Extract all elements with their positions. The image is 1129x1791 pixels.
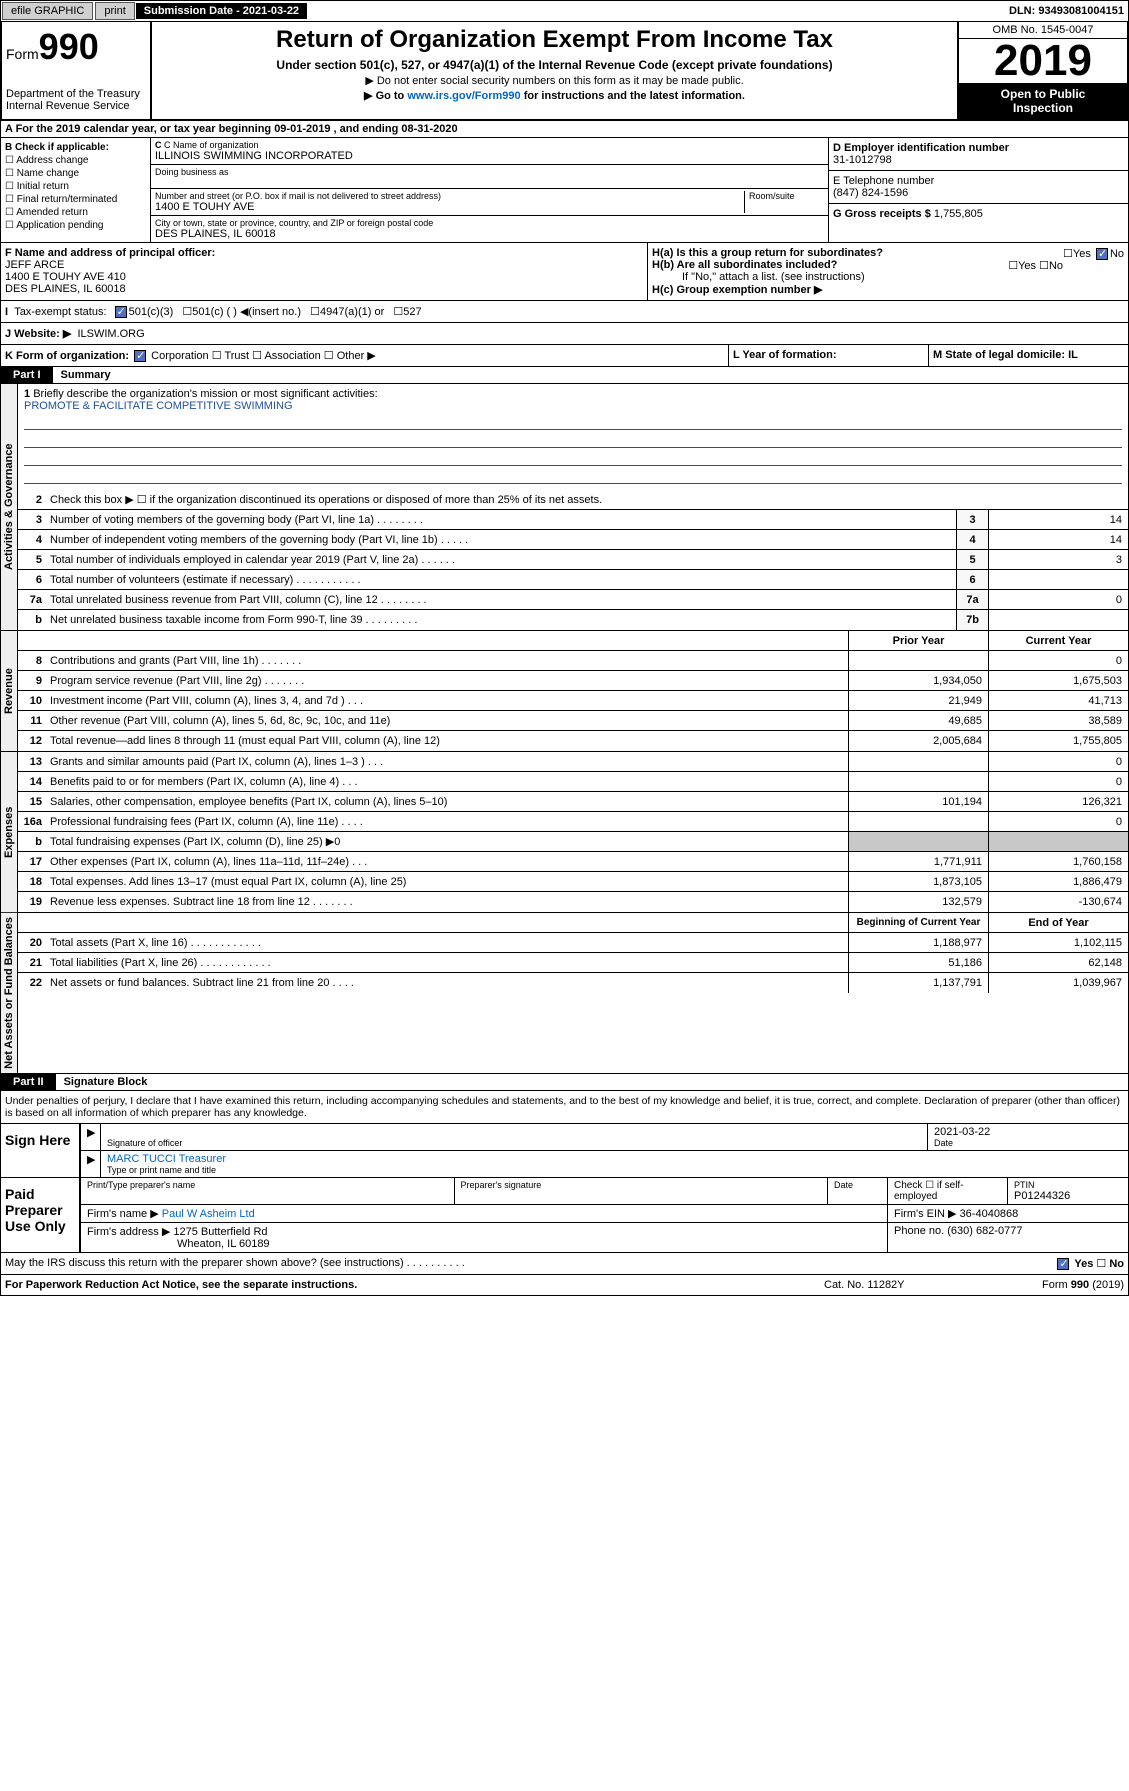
tax-exempt-row: I Tax-exempt status: 501(c)(3) ☐ 501(c) … [0, 301, 1129, 323]
table-row: 14Benefits paid to or for members (Part … [18, 772, 1128, 792]
table-row: 16aProfessional fundraising fees (Part I… [18, 812, 1128, 832]
form-header: Form990 Department of the Treasury Inter… [0, 22, 1129, 121]
table-row: 3Number of voting members of the governi… [18, 510, 1128, 530]
netassets-table: Net Assets or Fund Balances Beginning of… [0, 913, 1129, 1074]
table-row: 6Total number of volunteers (estimate if… [18, 570, 1128, 590]
print-button[interactable]: print [95, 2, 134, 20]
gross-receipts: 1,755,805 [934, 208, 983, 220]
tax-year: 2019 [959, 39, 1127, 83]
table-row: 7aTotal unrelated business revenue from … [18, 590, 1128, 610]
netassets-tab: Net Assets or Fund Balances [1, 913, 18, 1073]
ssn-warning: ▶ Do not enter social security numbers o… [156, 74, 953, 87]
inspection-badge: Open to PublicInspection [959, 83, 1127, 119]
table-row: 18Total expenses. Add lines 13–17 (must … [18, 872, 1128, 892]
501c3-check-icon [115, 306, 127, 318]
org-form-row: K Form of organization: Corporation ☐ Tr… [0, 345, 1129, 367]
penalty-text: Under penalties of perjury, I declare th… [1, 1091, 1128, 1123]
governance-tab: Activities & Governance [1, 384, 18, 630]
part1-header: Part I Summary [0, 367, 1129, 384]
table-row: 21Total liabilities (Part X, line 26) . … [18, 953, 1128, 973]
table-row: 17Other expenses (Part IX, column (A), l… [18, 852, 1128, 872]
efile-button[interactable]: efile GRAPHIC [2, 2, 93, 20]
sign-here-label: Sign Here [1, 1124, 81, 1177]
officer-name: JEFF ARCE [5, 259, 64, 271]
tax-year-range: A For the 2019 calendar year, or tax yea… [0, 121, 1129, 138]
org-name: ILLINOIS SWIMMING INCORPORATED [155, 150, 824, 162]
table-row: 9Program service revenue (Part VIII, lin… [18, 671, 1128, 691]
submission-date: Submission Date - 2021-03-22 [136, 3, 307, 19]
website-row: J Website: ▶ ILSWIM.ORG [0, 323, 1129, 345]
table-row: 15Salaries, other compensation, employee… [18, 792, 1128, 812]
officer-group-section: F Name and address of principal officer:… [0, 243, 1129, 301]
mission-text: PROMOTE & FACILITATE COMPETITIVE SWIMMIN… [24, 400, 1122, 412]
table-row: 19Revenue less expenses. Subtract line 1… [18, 892, 1128, 912]
table-row: 12Total revenue—add lines 8 through 11 (… [18, 731, 1128, 751]
expenses-table: Expenses 13Grants and similar amounts pa… [0, 752, 1129, 913]
street-address: 1400 E TOUHY AVE [155, 201, 744, 213]
expenses-tab: Expenses [1, 752, 18, 912]
table-row: 11Other revenue (Part VIII, column (A), … [18, 711, 1128, 731]
page-footer: For Paperwork Reduction Act Notice, see … [0, 1275, 1129, 1296]
table-row: 5Total number of individuals employed in… [18, 550, 1128, 570]
part2-header: Part II Signature Block [0, 1074, 1129, 1091]
signature-section: Under penalties of perjury, I declare th… [0, 1091, 1129, 1275]
table-row: 22Net assets or fund balances. Subtract … [18, 973, 1128, 993]
paid-preparer-label: Paid Preparer Use Only [1, 1178, 81, 1252]
form-number: Form990 [6, 26, 146, 68]
table-row: 13Grants and similar amounts paid (Part … [18, 752, 1128, 772]
top-toolbar: efile GRAPHIC print Submission Date - 20… [0, 0, 1129, 22]
irs-link[interactable]: www.irs.gov/Form990 [407, 90, 520, 102]
form-title: Return of Organization Exempt From Incom… [156, 26, 953, 54]
table-row: 20Total assets (Part X, line 16) . . . .… [18, 933, 1128, 953]
goto-line: ▶ Go to www.irs.gov/Form990 for instruct… [156, 89, 953, 102]
revenue-tab: Revenue [1, 631, 18, 751]
identity-section: B Check if applicable: ☐ Address change … [0, 138, 1129, 243]
corp-check-icon [134, 350, 146, 362]
revenue-table: Revenue Prior YearCurrent Year 8Contribu… [0, 631, 1129, 752]
table-row: bTotal fundraising expenses (Part IX, co… [18, 832, 1128, 852]
governance-table: Activities & Governance 1 Briefly descri… [0, 384, 1129, 631]
discuss-yes-check-icon [1057, 1258, 1069, 1270]
phone: (847) 824-1596 [833, 187, 1124, 199]
box-b: B Check if applicable: ☐ Address change … [1, 138, 151, 242]
ein: 31-1012798 [833, 154, 1124, 166]
table-row: 10Investment income (Part VIII, column (… [18, 691, 1128, 711]
irs-label: Internal Revenue Service [6, 100, 146, 112]
signer-name: MARC TUCCI Treasurer [107, 1153, 1122, 1165]
dept-label: Department of the Treasury [6, 88, 146, 100]
table-row: 4Number of independent voting members of… [18, 530, 1128, 550]
dln: DLN: 93493081004151 [1009, 5, 1128, 17]
form-subtitle: Under section 501(c), 527, or 4947(a)(1)… [156, 58, 953, 72]
table-row: bNet unrelated business taxable income f… [18, 610, 1128, 630]
city-state-zip: DES PLAINES, IL 60018 [155, 228, 824, 240]
no-check-icon [1096, 248, 1108, 260]
table-row: 8Contributions and grants (Part VIII, li… [18, 651, 1128, 671]
